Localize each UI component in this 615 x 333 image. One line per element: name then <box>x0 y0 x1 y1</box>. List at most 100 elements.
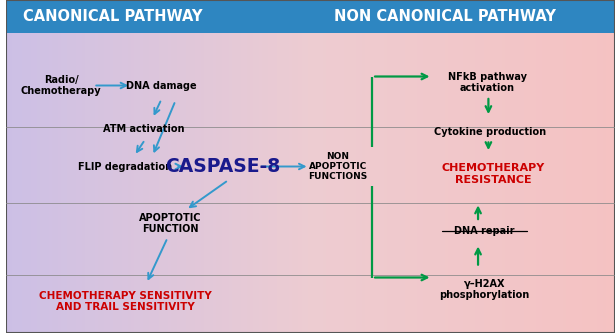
Bar <box>526 33 532 333</box>
Text: DNA damage: DNA damage <box>126 81 197 91</box>
Bar <box>390 33 395 333</box>
Bar <box>338 33 343 333</box>
Bar <box>244 33 248 333</box>
Bar <box>438 33 443 333</box>
Bar <box>356 33 362 333</box>
Bar <box>177 33 182 333</box>
Bar <box>290 33 295 333</box>
Bar <box>512 33 517 333</box>
Bar <box>34 33 39 333</box>
Bar <box>496 33 501 333</box>
Bar <box>12 33 17 333</box>
Bar <box>593 33 599 333</box>
Bar <box>612 33 615 333</box>
Bar <box>545 33 550 333</box>
Bar <box>73 33 78 333</box>
Bar <box>168 33 173 333</box>
Bar <box>250 33 255 333</box>
Bar <box>201 33 206 333</box>
Bar <box>76 33 81 333</box>
Bar <box>140 33 145 333</box>
Bar <box>499 33 504 333</box>
Bar <box>539 33 544 333</box>
Bar <box>58 33 63 333</box>
Bar <box>515 33 520 333</box>
Bar <box>220 33 224 333</box>
Bar <box>475 33 480 333</box>
Bar <box>143 33 148 333</box>
Bar <box>274 33 279 333</box>
Bar <box>119 33 124 333</box>
Bar <box>332 33 337 333</box>
Text: CHEMOTHERAPY
RESISTANCE: CHEMOTHERAPY RESISTANCE <box>442 163 545 185</box>
Bar <box>585 33 590 333</box>
Bar <box>533 33 538 333</box>
Bar <box>490 33 495 333</box>
Bar <box>573 33 577 333</box>
Bar <box>165 33 170 333</box>
Bar <box>137 33 142 333</box>
Bar <box>411 33 416 333</box>
Bar <box>9 33 14 333</box>
Bar <box>231 33 237 333</box>
Bar <box>530 33 535 333</box>
Bar <box>408 33 413 333</box>
Bar <box>509 33 514 333</box>
Bar <box>405 33 410 333</box>
Bar <box>31 33 36 333</box>
Bar <box>301 33 306 333</box>
Bar <box>368 33 373 333</box>
Bar <box>107 33 112 333</box>
Bar <box>362 33 367 333</box>
Bar <box>417 33 423 333</box>
Bar <box>393 33 398 333</box>
Bar <box>125 33 130 333</box>
Bar <box>153 33 157 333</box>
Bar <box>6 33 11 333</box>
Bar <box>414 33 419 333</box>
Bar <box>429 33 434 333</box>
Bar <box>442 33 446 333</box>
Text: DNA repair: DNA repair <box>454 226 514 236</box>
Bar <box>149 33 154 333</box>
Bar <box>518 33 523 333</box>
Bar <box>326 33 331 333</box>
Bar <box>609 33 614 333</box>
Bar <box>280 33 285 333</box>
Bar <box>606 33 611 333</box>
Bar <box>579 33 584 333</box>
Bar <box>226 33 231 333</box>
Bar <box>22 33 26 333</box>
Bar <box>454 33 459 333</box>
Bar <box>284 33 288 333</box>
Bar <box>487 33 492 333</box>
Bar <box>378 33 383 333</box>
Bar <box>271 33 276 333</box>
Bar <box>52 33 57 333</box>
Bar <box>95 33 100 333</box>
Bar <box>308 33 312 333</box>
Bar <box>381 33 386 333</box>
Bar <box>320 33 325 333</box>
Bar <box>359 33 364 333</box>
Bar <box>37 33 42 333</box>
Bar <box>207 33 212 333</box>
Bar <box>493 33 498 333</box>
Bar <box>576 33 581 333</box>
Bar <box>472 33 477 333</box>
Bar <box>122 33 127 333</box>
Bar <box>569 33 574 333</box>
Bar <box>70 33 75 333</box>
Bar <box>268 33 273 333</box>
Bar <box>295 33 301 333</box>
Bar <box>213 33 218 333</box>
Bar <box>262 33 267 333</box>
Bar <box>463 33 468 333</box>
Bar <box>502 33 507 333</box>
Bar <box>524 33 529 333</box>
Bar <box>131 33 136 333</box>
Bar <box>49 33 54 333</box>
Bar <box>347 33 352 333</box>
Bar <box>521 33 526 333</box>
Bar <box>384 33 389 333</box>
